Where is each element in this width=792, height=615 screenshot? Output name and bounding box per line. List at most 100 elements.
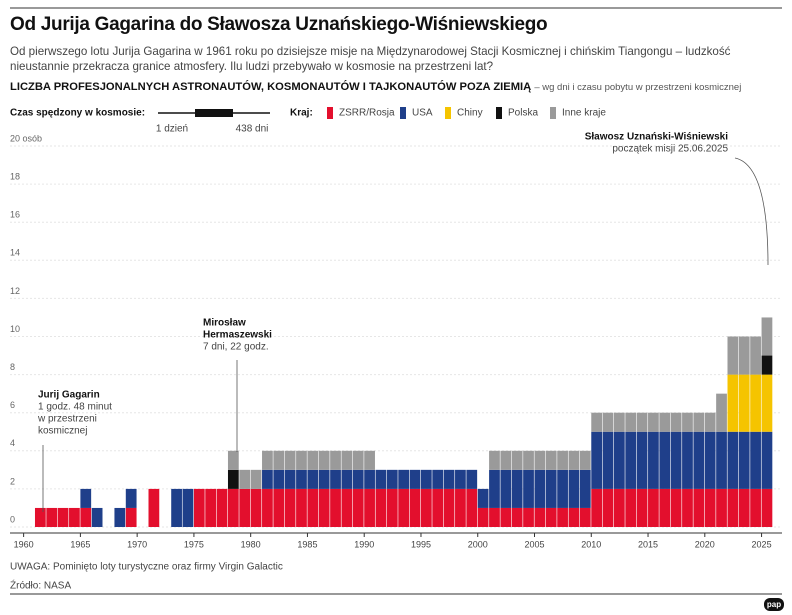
bar-segment <box>659 488 671 527</box>
bar-segment <box>557 450 568 470</box>
bar-segment <box>625 488 637 527</box>
annotation-title: Hermaszewski <box>203 330 272 341</box>
country-legend-label: Kraj: <box>290 108 313 119</box>
bar-segment <box>182 488 194 527</box>
bar-segment <box>727 374 739 432</box>
bar-segment <box>193 488 205 527</box>
bar-segment <box>420 469 432 489</box>
bar-segment <box>227 488 239 527</box>
bar-segment <box>761 488 773 527</box>
bar-segment <box>296 469 307 489</box>
bar-segment <box>341 450 353 470</box>
bar-segment <box>602 412 614 432</box>
bar-segment <box>545 469 557 508</box>
bar-segment <box>262 450 273 470</box>
bar-segment <box>307 450 319 470</box>
bar-segment <box>534 450 546 470</box>
bar-segment <box>738 488 750 527</box>
bar-segment <box>613 488 625 527</box>
x-tick-label: 1985 <box>297 539 317 549</box>
legend-label: Inne kraje <box>562 108 606 119</box>
bar-segment <box>341 488 353 527</box>
x-tick-label: 2020 <box>695 539 715 549</box>
bar-segment <box>625 412 637 432</box>
bar-segment <box>523 507 534 527</box>
bar-segment <box>284 488 296 527</box>
bar-segment <box>761 317 773 356</box>
bar-segment <box>250 469 262 489</box>
legend-swatch <box>550 107 556 119</box>
bar-segment <box>750 336 761 375</box>
legend-swatch <box>327 107 333 119</box>
bar-segment <box>318 469 330 489</box>
bar-segment <box>227 450 239 470</box>
bar-segment <box>534 469 546 508</box>
bar-segment <box>409 488 421 527</box>
bar-segment <box>613 431 625 489</box>
bar-segment <box>511 469 523 508</box>
bar-segment <box>579 469 591 508</box>
legend-label: Chiny <box>457 108 483 119</box>
x-tick-label: 1990 <box>354 539 374 549</box>
bar-segment <box>273 450 285 470</box>
bar-segment <box>443 488 455 527</box>
bar-segment <box>239 469 251 489</box>
bar-segment <box>466 469 478 489</box>
bar-segment <box>625 431 637 489</box>
bar-segment <box>352 450 364 470</box>
annotation-line <box>734 157 769 266</box>
bar-segment <box>511 450 523 470</box>
bar-segment <box>500 507 512 527</box>
bar-segment <box>716 488 727 527</box>
x-tick-label: 1975 <box>184 539 204 549</box>
bar-segment <box>523 469 534 508</box>
bar-segment <box>716 393 727 432</box>
bar-segment <box>659 412 671 432</box>
bar-segment <box>307 488 319 527</box>
annotation-text: 7 dni, 22 godz. <box>203 342 269 353</box>
bar-segment <box>284 450 296 470</box>
bar-segment <box>613 412 625 432</box>
bar-segment <box>557 507 568 527</box>
time-legend-label: Czas spędzony w kosmosie: <box>10 108 145 119</box>
bar-segment <box>262 488 273 527</box>
x-tick-label: 1960 <box>14 539 34 549</box>
bar-segment <box>727 488 739 527</box>
bar-segment <box>545 507 557 527</box>
legend-swatch <box>445 107 451 119</box>
bar-segment <box>579 450 591 470</box>
y-tick-label: 8 <box>10 362 15 372</box>
bar-segment <box>750 374 761 432</box>
bar-segment <box>57 507 69 527</box>
y-tick-label: 16 <box>10 210 20 220</box>
time-legend-min: 1 dzień <box>156 124 188 135</box>
legend-swatch <box>496 107 502 119</box>
bar-segment <box>568 507 580 527</box>
bar-segment <box>738 374 750 432</box>
bar-segment <box>591 488 603 527</box>
bar-segment <box>330 450 341 470</box>
bar-segment <box>704 412 716 432</box>
bar-segment <box>455 488 466 527</box>
title: Od Jurija Gagarina do Sławosza Uznańskie… <box>10 14 548 35</box>
legend-label: USA <box>412 108 433 119</box>
bar-segment <box>477 488 489 508</box>
y-tick-label: 4 <box>10 438 15 448</box>
logo: pap <box>767 600 781 609</box>
bar-segment <box>352 469 364 489</box>
bar-segment <box>648 488 659 527</box>
bar-segment <box>545 450 557 470</box>
bar-segment <box>750 488 761 527</box>
bar-segment <box>386 488 398 527</box>
bar-segment <box>670 431 682 489</box>
bar-segment <box>670 488 682 527</box>
bar-segment <box>693 412 705 432</box>
x-tick-label: 1980 <box>241 539 261 549</box>
bar-segment <box>591 431 603 489</box>
y-tick-label: 12 <box>10 286 20 296</box>
bar-segment <box>80 488 92 508</box>
bar-segment <box>738 431 750 489</box>
bar-segment <box>125 488 137 508</box>
bar-segment <box>704 488 716 527</box>
